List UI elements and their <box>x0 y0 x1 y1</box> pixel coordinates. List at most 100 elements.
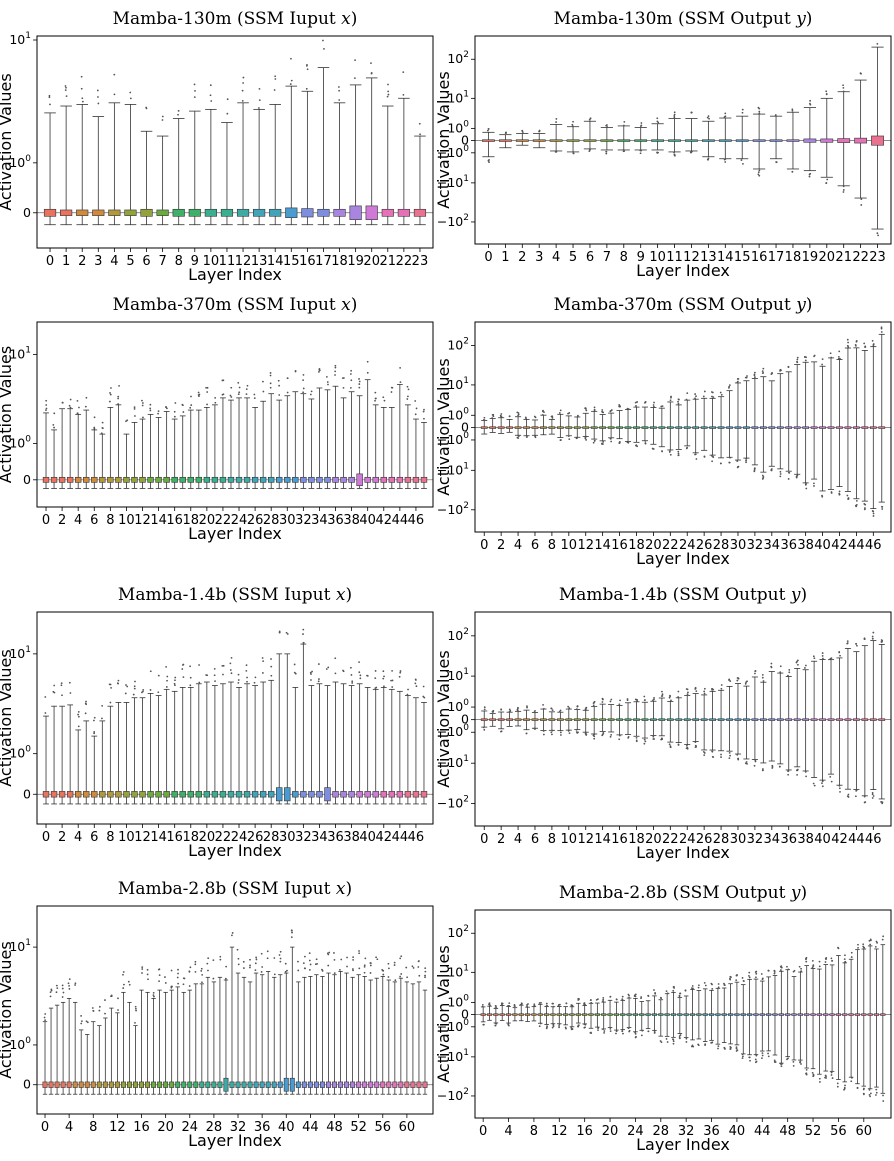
outlier-point <box>69 692 72 694</box>
box <box>217 1081 223 1088</box>
outlier-point <box>508 710 511 713</box>
outlier-point <box>627 993 630 996</box>
outlier-point <box>237 957 240 960</box>
outlier-point <box>669 450 671 452</box>
chart-title: Mamba-130m (SSM Iuput x) <box>113 9 358 29</box>
outlier-point <box>636 698 638 701</box>
outlier-point <box>567 705 570 708</box>
y-tick-label: 101 <box>9 938 31 954</box>
outlier-point <box>495 1006 498 1009</box>
x-tick-label: 9 <box>637 250 645 265</box>
outlier-point <box>45 409 47 412</box>
x-tick-label: 17 <box>315 254 332 269</box>
outlier-point <box>842 189 845 191</box>
outlier-point <box>93 719 95 722</box>
outlier-point <box>417 966 420 968</box>
outlier-point <box>831 1077 834 1079</box>
outlier-point <box>593 439 596 442</box>
box <box>600 139 614 142</box>
outlier-point <box>824 961 827 963</box>
box <box>666 718 674 721</box>
outlier-point <box>166 675 169 678</box>
x-tick-label: 4 <box>65 1120 73 1135</box>
outlier-point <box>881 508 884 510</box>
outlier-point <box>640 1034 643 1037</box>
outlier-point <box>723 116 726 118</box>
outlier-point <box>241 89 244 92</box>
outlier-point <box>618 405 621 408</box>
outlier-point <box>670 699 672 702</box>
y-tick-label: −100 <box>437 723 469 739</box>
x-tick-label: 0 <box>41 1120 49 1135</box>
box <box>480 1013 486 1016</box>
box <box>802 718 809 721</box>
outlier-point <box>153 995 155 998</box>
outlier-point <box>374 391 377 394</box>
outlier-point <box>634 993 637 996</box>
outlier-point <box>609 437 612 440</box>
x-tick-label: 7 <box>158 254 166 269</box>
outlier-point <box>555 118 558 120</box>
outlier-point <box>779 475 782 478</box>
outlier-point <box>255 958 258 961</box>
box <box>869 426 877 429</box>
x-axis-label: Layer Index <box>636 549 730 568</box>
outlier-point <box>386 95 389 98</box>
box <box>42 476 50 483</box>
x-tick-label: 4 <box>110 254 118 269</box>
box <box>58 476 66 483</box>
outlier-point <box>278 384 281 387</box>
outlier-point <box>124 692 127 695</box>
y-tick-label: −101 <box>437 461 469 477</box>
x-tick-label: 52 <box>350 1120 367 1135</box>
x-tick-label: 19 <box>802 250 819 265</box>
outlier-point <box>488 161 490 164</box>
outlier-point <box>771 765 774 768</box>
outlier-point <box>818 960 821 963</box>
box <box>683 1013 689 1016</box>
outlier-point <box>309 671 312 674</box>
outlier-point <box>134 1021 136 1024</box>
outlier-point <box>742 162 744 165</box>
y-tick-label: −102 <box>437 501 469 517</box>
box <box>74 791 82 798</box>
outlier-point <box>219 958 222 961</box>
outlier-point <box>305 64 308 67</box>
outlier-point <box>189 665 191 668</box>
outlier-point <box>245 669 248 672</box>
outlier-point <box>508 708 511 711</box>
outlier-point <box>390 391 393 393</box>
box <box>641 426 649 429</box>
outlier-point <box>703 687 706 690</box>
outlier-point <box>237 673 240 676</box>
outlier-point <box>656 117 659 120</box>
x-tick-label: 24 <box>679 538 696 553</box>
outlier-point <box>839 654 841 657</box>
outlier-point <box>76 399 79 402</box>
outlier-point <box>670 395 672 398</box>
outlier-point <box>65 86 67 89</box>
outlier-point <box>703 752 706 754</box>
outlier-point <box>141 404 144 407</box>
box <box>301 208 314 218</box>
box <box>42 1081 48 1088</box>
outlier-point <box>173 682 176 685</box>
outlier-point <box>850 951 853 954</box>
outlier-point <box>754 670 757 673</box>
outlier-point <box>238 391 241 394</box>
outlier-point <box>862 1088 865 1091</box>
outlier-point <box>723 984 726 986</box>
box <box>786 139 800 142</box>
box <box>734 1013 740 1016</box>
outlier-point <box>634 995 637 998</box>
outlier-point <box>61 996 64 998</box>
outlier-point <box>686 746 689 749</box>
outlier-point <box>753 764 756 767</box>
outlier-point <box>110 686 112 689</box>
outlier-point <box>710 391 713 393</box>
x-tick-label: 20 <box>645 538 662 553</box>
outlier-point <box>584 437 587 440</box>
outlier-point <box>653 696 655 699</box>
y-axis-label: Activation Values <box>434 358 453 495</box>
x-tick-label: 12 <box>109 1120 126 1135</box>
